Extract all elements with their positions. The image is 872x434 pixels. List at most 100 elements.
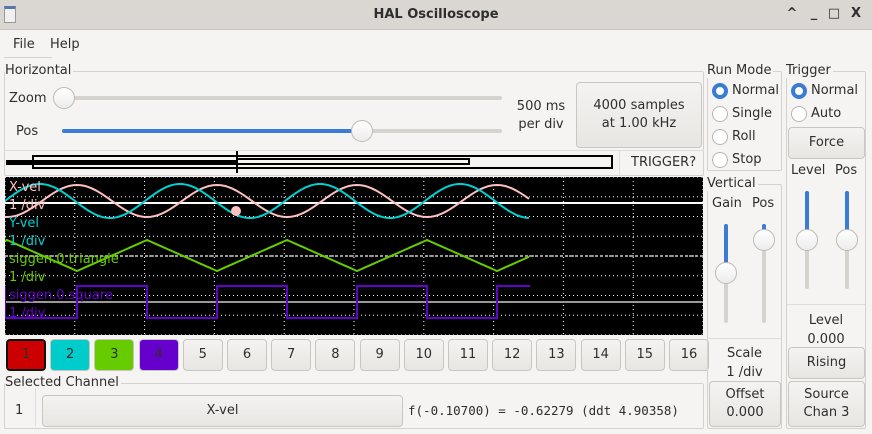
vertical-pos-handle[interactable]	[753, 229, 775, 251]
trigger-radio-normal[interactable]	[791, 83, 807, 99]
trigger-pos-label: Pos	[835, 163, 858, 178]
vertical-label: Vertical	[707, 176, 758, 191]
offset-button[interactable]: Offset 0.000	[709, 381, 781, 427]
trigger-level-handle[interactable]	[796, 229, 818, 251]
vertical-pos-label: Pos	[752, 196, 775, 211]
channel4-name-label: siggen.0.square	[9, 288, 113, 303]
maximize-button[interactable]: □	[827, 6, 841, 21]
divider	[619, 151, 620, 175]
pos-slider-handle[interactable]	[351, 120, 373, 142]
zoom-slider[interactable]	[54, 96, 502, 100]
trigger-radio-auto[interactable]	[791, 106, 807, 122]
trace-x-vel	[5, 183, 530, 219]
run-mode-option-label: Stop	[732, 152, 762, 167]
menu-file[interactable]: File	[13, 37, 35, 52]
trace-triangle	[5, 238, 530, 273]
channel2-name-label: Y-vel	[8, 216, 39, 231]
run-mode-option-label: Single	[732, 106, 772, 121]
gain-handle[interactable]	[715, 262, 737, 284]
level-title: Level	[808, 313, 844, 328]
channel-button-6[interactable]: 6	[227, 339, 267, 371]
trigger-option-label: Normal	[811, 83, 859, 98]
channel2-scale-label: 1 /div	[9, 234, 46, 249]
run-mode-radio-normal[interactable]	[712, 83, 728, 99]
divider	[4, 150, 704, 151]
vertical-pos-slider[interactable]	[762, 224, 766, 323]
trigger-marker	[236, 151, 238, 173]
divider	[35, 388, 36, 426]
value-readout: f(-0.10700) = -0.62279 (ddt 4.90358)	[408, 403, 679, 418]
channel-button-8[interactable]: 8	[315, 339, 356, 371]
trigger-point-marker	[231, 206, 241, 216]
trigger-pos-handle[interactable]	[836, 229, 858, 251]
minimize-button[interactable]: _	[810, 6, 818, 21]
run-mode-radio-single[interactable]	[712, 106, 728, 122]
window-title: HAL Oscilloscope	[373, 7, 499, 22]
edge-button[interactable]: Rising	[788, 347, 865, 379]
channel1-scale-label: 1 /div	[9, 198, 46, 213]
channel1-name-label: X-vel	[9, 180, 41, 195]
source-line2: Chan 3	[803, 405, 850, 420]
run-mode-option-label: Roll	[732, 129, 756, 144]
divider	[787, 304, 865, 305]
run-mode-radio-roll[interactable]	[712, 129, 728, 145]
rate-line1: 500 ms	[516, 99, 566, 114]
time-per-div: 500 ms per div	[508, 98, 574, 134]
trace-square	[5, 285, 530, 319]
force-button[interactable]: Force	[788, 127, 865, 159]
samples-line1: 4000 samples	[593, 98, 685, 113]
gain-fill	[724, 224, 728, 272]
channel3-name-label: siggen.0.triangle	[9, 252, 119, 267]
channel-button-16[interactable]: 16	[669, 339, 709, 371]
selected-channel-group	[4, 383, 704, 429]
offset-line2: 0.000	[726, 405, 764, 420]
offset-line1: Offset	[725, 387, 765, 402]
run-mode-radio-stop[interactable]	[712, 152, 728, 168]
gain-label: Gain	[712, 196, 742, 211]
shade-button[interactable]: ^	[786, 6, 798, 21]
menu-separator	[4, 57, 52, 58]
selected-channel-number: 1	[15, 403, 24, 418]
source-button[interactable]: Source Chan 3	[788, 381, 865, 427]
trigger-status: TRIGGER?	[631, 155, 697, 170]
scale-title: Scale	[727, 346, 762, 361]
pos-slider-fill	[62, 129, 362, 133]
trigger-option-label: Auto	[811, 106, 842, 121]
channel-button-9[interactable]: 9	[359, 339, 400, 371]
channel-button-4[interactable]: 4	[138, 339, 179, 371]
record-position-bar[interactable]	[4, 151, 619, 173]
scale-value: 1 /div	[726, 365, 763, 380]
horizontal-label: Horizontal	[5, 63, 74, 78]
menu-help[interactable]: Help	[50, 37, 80, 52]
samples-button[interactable]: 4000 samples at 1.00 kHz	[576, 82, 702, 148]
channel-button-12[interactable]: 12	[492, 339, 533, 371]
channel-button-14[interactable]: 14	[580, 339, 621, 371]
channel-button-3[interactable]: 3	[94, 339, 135, 371]
samples-line2: at 1.00 kHz	[601, 116, 677, 131]
channel-button-15[interactable]: 15	[624, 339, 665, 371]
scope-display[interactable]: X-vel 1 /div Y-vel 1 /div siggen.0.triangle 1…	[5, 177, 703, 335]
record-filled	[6, 160, 238, 165]
channel-button-5[interactable]: 5	[182, 339, 223, 371]
record-extent	[32, 155, 613, 169]
channel-button-13[interactable]: 13	[536, 339, 577, 371]
run-mode-label: Run Mode	[707, 63, 774, 78]
channel-button-11[interactable]: 11	[448, 339, 488, 371]
divider	[708, 338, 781, 339]
channel-button-1[interactable]: 1	[6, 339, 46, 371]
channel-name-button[interactable]: X-vel	[42, 395, 403, 427]
channel3-scale-label: 1 /div	[9, 270, 46, 285]
trace-y-vel	[5, 183, 530, 219]
rate-line2: per div	[518, 117, 564, 132]
zoom-label: Zoom	[9, 91, 47, 106]
trigger-level-label: Level	[791, 163, 826, 178]
zoom-slider-handle[interactable]	[53, 87, 75, 109]
vertical-pos-fill	[762, 224, 766, 232]
channel-button-2[interactable]: 2	[50, 339, 91, 371]
pos-label: Pos	[16, 124, 39, 139]
channel-button-7[interactable]: 7	[271, 339, 312, 371]
close-button[interactable]: X	[850, 6, 862, 21]
horizontal-group	[4, 71, 704, 176]
level-value: 0.000	[807, 332, 845, 347]
channel-button-10[interactable]: 10	[403, 339, 444, 371]
